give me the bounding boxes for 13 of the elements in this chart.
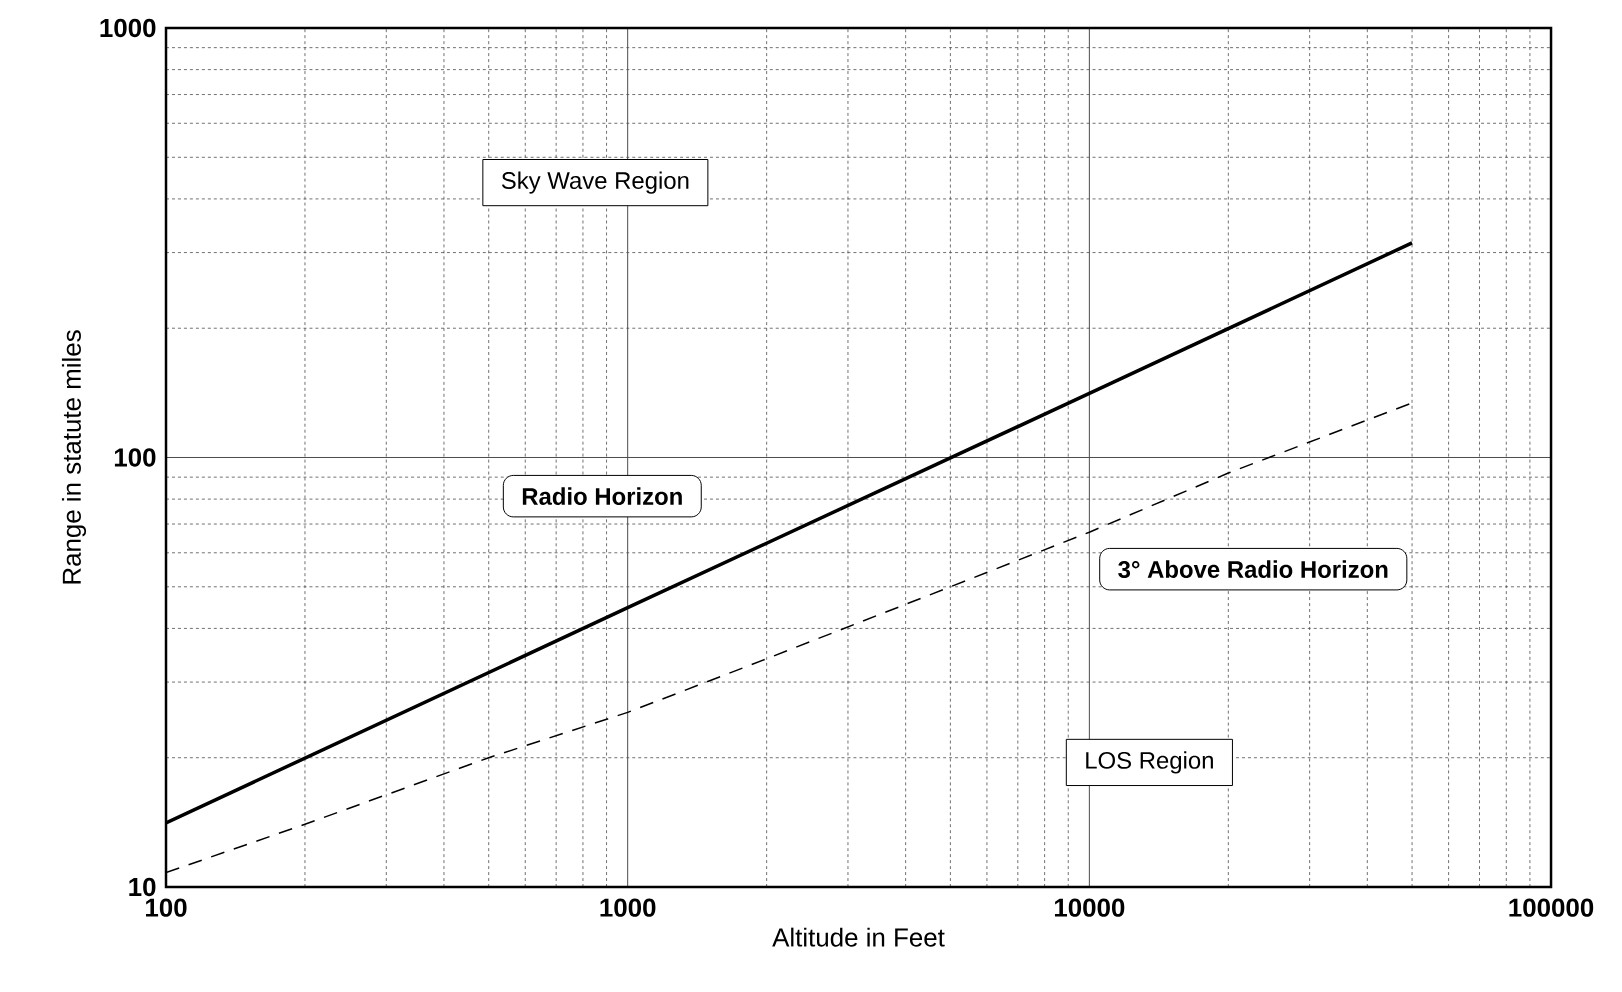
x-axis-title: Altitude in Feet	[772, 927, 945, 947]
x-tick-label: 10000	[1054, 898, 1125, 917]
x-tick-label: 100	[146, 898, 187, 917]
y-tick-label: 1000	[100, 18, 156, 38]
annotation: Sky Wave Region	[501, 171, 689, 194]
annotation: 3° Above Radio Horizon	[1118, 560, 1388, 578]
y-tick-label: 10	[129, 877, 156, 897]
y-axis-title: Range in statute miles	[61, 330, 87, 584]
x-tick-label: 100000	[1509, 898, 1594, 917]
x-tick-label: 1000	[600, 898, 656, 917]
annotation: Radio Horizon	[522, 487, 682, 505]
annotation: LOS Region	[1086, 751, 1213, 774]
y-tick-label: 100	[114, 448, 156, 467]
